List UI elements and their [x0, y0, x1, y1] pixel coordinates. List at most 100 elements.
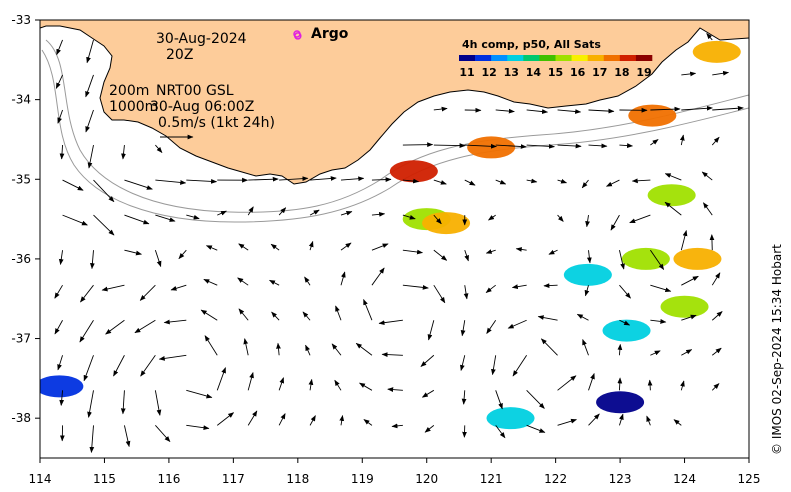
current-vector-arrow — [586, 250, 592, 264]
current-vector-arrow — [680, 229, 688, 251]
current-vector-arrow — [155, 179, 187, 185]
current-vector-arrow — [79, 319, 94, 343]
current-vector-arrow — [585, 215, 590, 228]
current-vector-arrow — [631, 178, 651, 184]
current-vector-arrow — [402, 178, 420, 184]
sst-patch — [389, 160, 438, 183]
current-vector-arrow — [124, 249, 142, 256]
current-vector-arrow — [617, 343, 623, 356]
current-vector-arrow — [711, 383, 720, 391]
x-tick-label: 115 — [93, 472, 116, 486]
current-vector-arrow — [57, 355, 63, 371]
current-vector-arrow — [371, 243, 389, 251]
current-vector-arrow — [584, 285, 590, 297]
current-vector-arrow — [85, 109, 94, 133]
credit-text: © IMOS 02-Sep-2024 15:34 Hobart — [770, 244, 784, 455]
current-vector-arrow — [120, 390, 126, 415]
y-tick-label: -35 — [11, 172, 31, 186]
current-vector-arrow — [186, 424, 210, 431]
velocity-scale-label: 0.5m/s (1kt 24h) — [158, 115, 275, 131]
current-vector-arrow — [139, 284, 156, 301]
current-vector-arrow — [617, 377, 623, 391]
colorbar: 4h comp, p50, All Sats 11 12 13 14 15 16 17 18 1… — [459, 38, 653, 79]
current-vector-arrow — [402, 249, 424, 255]
sst-patch — [673, 247, 722, 270]
current-vector-arrow — [537, 315, 558, 321]
current-vector-arrow — [85, 74, 94, 98]
current-vector-arrow — [279, 176, 309, 182]
current-vector-arrow — [55, 74, 63, 89]
current-vector-arrow — [93, 179, 115, 203]
current-vector-arrow — [463, 285, 469, 300]
current-vector-arrow — [680, 380, 685, 391]
colorbar-label: 11 — [459, 66, 474, 79]
y-tick-label: -34 — [11, 93, 31, 107]
current-vector-arrow — [526, 143, 555, 149]
current-vector-arrow — [460, 320, 466, 337]
current-vector-arrow — [711, 347, 722, 356]
current-vector-arrow — [712, 70, 730, 76]
current-vector-arrow — [154, 250, 162, 268]
x-tick-label: 125 — [738, 472, 761, 486]
current-vector-arrow — [105, 319, 125, 335]
current-vector-arrow — [243, 338, 249, 356]
current-vector-arrow — [515, 247, 527, 252]
sst-patch — [621, 247, 670, 270]
sst-patch — [602, 319, 651, 342]
current-vector-arrow — [679, 134, 685, 146]
current-vector-arrow — [58, 250, 64, 266]
current-vector-arrow — [526, 109, 549, 114]
colorbar-bin — [507, 55, 524, 61]
sst-patch — [467, 136, 516, 159]
current-vector-arrow — [309, 209, 320, 216]
x-tick-label: 120 — [415, 472, 438, 486]
coastline — [40, 25, 749, 185]
current-vector-arrow — [123, 425, 131, 448]
current-vector-arrow — [54, 320, 63, 335]
current-vector-arrow — [512, 355, 528, 377]
current-vector-arrow — [650, 249, 665, 270]
current-vector-arrow — [54, 284, 63, 299]
current-vector-arrow — [650, 106, 681, 112]
current-vector-arrow — [557, 214, 564, 222]
current-vector-arrow — [87, 144, 94, 169]
sst-patch — [596, 391, 645, 414]
current-vector-arrow — [304, 276, 311, 286]
colorbar-bin — [523, 55, 540, 61]
x-tick-label: 118 — [286, 472, 309, 486]
current-vector-arrow — [276, 342, 281, 356]
current-vector-arrow — [331, 343, 342, 356]
current-vector-arrow — [62, 179, 84, 191]
current-vector-arrow — [87, 390, 94, 418]
x-tick-label: 123 — [609, 472, 632, 486]
current-vector-arrow — [238, 243, 249, 251]
current-vector-arrow — [217, 210, 227, 216]
depth-1000-label: 1000m — [109, 99, 158, 115]
current-vector-arrow — [200, 309, 218, 321]
current-vector-arrow — [619, 250, 625, 270]
current-vector-arrow — [588, 413, 600, 426]
current-vector-arrow — [134, 319, 156, 334]
colorbar-bin — [555, 55, 572, 61]
current-vector-arrow — [526, 178, 538, 184]
current-vector-arrow — [310, 176, 337, 181]
current-vector-arrow — [355, 343, 373, 356]
current-vector-arrow — [363, 298, 373, 321]
current-vector-arrow — [433, 179, 447, 185]
current-vector-arrow — [308, 240, 314, 251]
colorbar-label: 19 — [636, 66, 651, 79]
y-tick-label: -33 — [11, 13, 31, 27]
current-vector-arrow — [588, 373, 595, 391]
current-vector-arrow — [619, 284, 631, 299]
current-vector-arrow — [464, 250, 469, 262]
current-vector-arrow — [664, 201, 682, 216]
hour-label: 20Z — [166, 47, 193, 63]
current-vector-arrow — [270, 243, 280, 251]
current-vector-arrow — [711, 311, 723, 321]
current-vector-arrow — [93, 214, 115, 236]
x-tick-label: 117 — [222, 472, 245, 486]
current-vector-arrow — [557, 375, 577, 391]
current-vector-arrow — [701, 171, 713, 181]
current-vector-arrow — [433, 214, 442, 225]
